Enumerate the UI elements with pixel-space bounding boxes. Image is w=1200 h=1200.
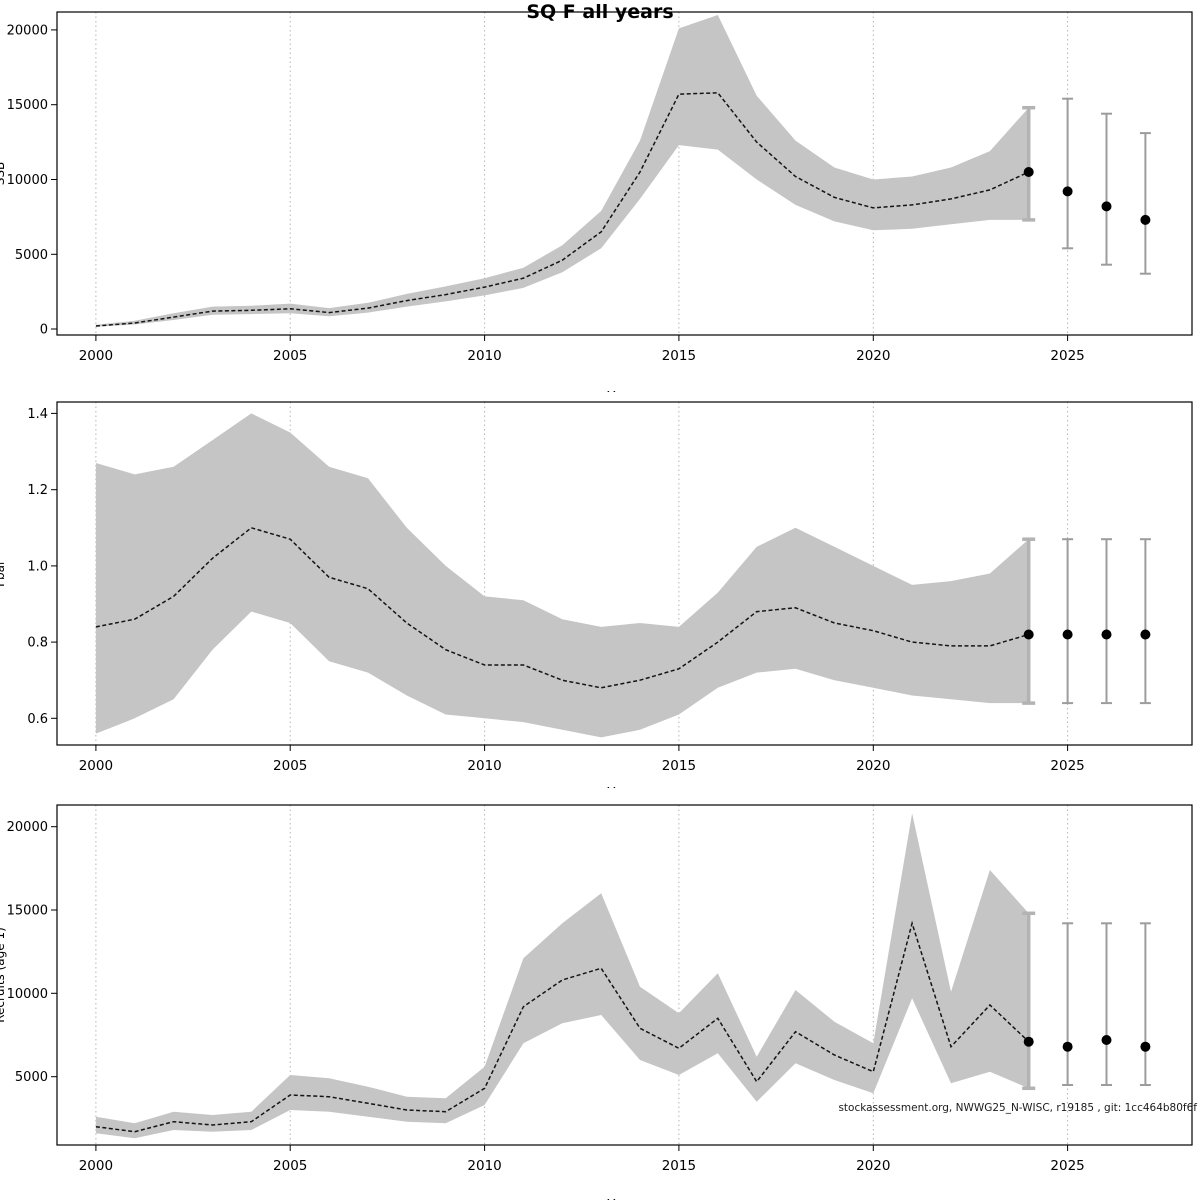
forecast-point	[1101, 1035, 1112, 1045]
forecast-error-bar	[1139, 538, 1151, 705]
x-axis-tick-label: 2010	[467, 758, 501, 774]
y-axis-tick-label: 5000	[15, 248, 48, 263]
forecast-points	[1023, 629, 1151, 640]
forecast-error-bar	[1062, 538, 1074, 705]
y-axis-tick-label: 20000	[7, 820, 48, 835]
source-note: stockassessment.org, NWWG25_N-WISC, r191…	[838, 1102, 1197, 1114]
forecast-error-bar	[1022, 105, 1036, 222]
x-axis: 2000 2005 2010 2015 2020 2025	[79, 335, 1085, 364]
confidence-band	[95, 15, 1029, 327]
x-axis-tick-label: 2015	[662, 758, 696, 774]
y-axis-tick-label: 1.2	[27, 483, 48, 498]
plot-border	[56, 804, 1193, 1146]
x-axis-tick-label: 2010	[467, 1158, 501, 1174]
y-axis-title: Recruits (age 1)	[0, 927, 7, 1023]
forecast-point	[1062, 629, 1073, 640]
forecast-error-bar	[1139, 922, 1151, 1086]
x-axis-tick-label: 2010	[467, 348, 501, 364]
y-axis-tick-label: 15000	[7, 904, 48, 919]
x-axis-tick-label: 2015	[662, 1158, 696, 1174]
y-axis-title: Fbar	[0, 560, 7, 587]
y-axis: 0 5000 10000 15000 20000	[7, 23, 57, 338]
plot-border	[56, 11, 1193, 336]
y-axis: 5000 10000 15000 20000	[7, 820, 57, 1085]
forecast-error-bars	[1022, 537, 1151, 705]
x-axis-tick-label: 2020	[856, 348, 890, 364]
mean-line	[95, 920, 1030, 1133]
forecast-point	[1062, 186, 1073, 197]
y-axis-title: SSB	[0, 162, 7, 185]
x-axis-tick-label: 2025	[1050, 758, 1084, 774]
forecast-point	[1023, 629, 1034, 640]
y-axis-tick-label: 0	[40, 323, 48, 338]
y-axis-tick-label: 1.0	[27, 559, 48, 574]
forecast-error-bar	[1101, 922, 1112, 1086]
x-axis-tick-label: 2000	[79, 758, 113, 774]
forecast-points	[1023, 1035, 1151, 1052]
forecast-error-bar	[1101, 112, 1112, 266]
forecast-error-bar	[1022, 911, 1036, 1091]
y-axis-tick-label: 10000	[7, 987, 48, 1002]
y-axis-tick-label: 0.6	[27, 712, 48, 727]
y-axis-tick-label: 15000	[7, 98, 48, 113]
fbar-panel: 0.6 0.8 1.0 1.2 1.4 2000 2005 2010 2015 2020 2025 F…	[0, 401, 1193, 788]
x-axis-tick-label: 2000	[79, 1158, 113, 1174]
forecast-point	[1140, 214, 1151, 225]
x-axis-tick-label: 2020	[856, 758, 890, 774]
forecast-point	[1101, 629, 1112, 640]
forecast-error-bar	[1062, 922, 1074, 1086]
forecast-error-bar	[1022, 537, 1036, 705]
y-axis-tick-label: 1.4	[27, 407, 48, 422]
forecast-points	[1023, 167, 1151, 225]
ssb-panel: 0 5000 10000 15000 20000 2000 2005 2010 2015 2020…	[0, 11, 1193, 392]
y-axis-tick-label: 20000	[7, 23, 48, 38]
forecast-point	[1101, 201, 1112, 212]
mean-line	[95, 92, 1030, 327]
gridlines	[95, 12, 1069, 335]
forecast-error-bars	[1022, 911, 1151, 1091]
x-axis-title: Years	[606, 1198, 642, 1200]
x-axis-title: Years	[606, 390, 642, 392]
confidence-band	[95, 813, 1029, 1139]
forecast-error-bars	[1022, 97, 1151, 275]
forecast-error-bar	[1062, 97, 1074, 250]
y-axis: 0.6 0.8 1.0 1.2 1.4	[27, 407, 57, 727]
plot-border	[56, 401, 1193, 746]
x-axis-tick-label: 2005	[273, 758, 307, 774]
forecast-point	[1140, 629, 1151, 640]
forecast-point	[1023, 167, 1034, 177]
forecast-point	[1062, 1041, 1073, 1052]
x-axis: 2000 2005 2010 2015 2020 2025	[79, 1145, 1085, 1174]
x-axis-tick-label: 2015	[662, 348, 696, 364]
x-axis-tick-label: 2025	[1050, 1158, 1084, 1174]
x-axis-tick-label: 2000	[79, 348, 113, 364]
x-axis-tick-label: 2025	[1050, 348, 1084, 364]
forecast-point	[1023, 1036, 1034, 1047]
x-axis-title: Years	[606, 786, 642, 788]
forecast-error-bar	[1101, 538, 1112, 705]
forecast-point	[1140, 1041, 1151, 1052]
x-axis: 2000 2005 2010 2015 2020 2025	[79, 745, 1085, 774]
y-axis-tick-label: 0.8	[27, 636, 48, 651]
y-axis-tick-label: 10000	[7, 173, 48, 188]
x-axis-tick-label: 2005	[273, 1158, 307, 1174]
x-axis-tick-label: 2005	[273, 348, 307, 364]
x-axis-tick-label: 2020	[856, 1158, 890, 1174]
y-axis-tick-label: 5000	[15, 1070, 48, 1085]
confidence-band	[95, 413, 1029, 738]
forecast-error-bar	[1139, 132, 1151, 275]
